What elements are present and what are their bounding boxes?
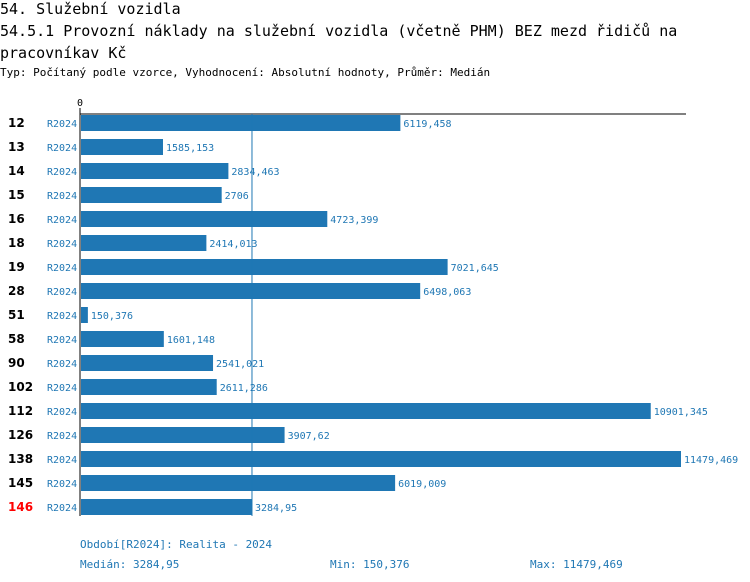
- value-label: 6498,063: [423, 287, 471, 298]
- row-label: 146: [8, 500, 33, 514]
- value-label: 150,376: [91, 311, 133, 322]
- period-label: R2024: [47, 431, 77, 442]
- row-label: 19: [8, 260, 25, 274]
- row-label: 12: [8, 116, 25, 130]
- row-label: 58: [8, 332, 25, 346]
- period-label: R2024: [47, 455, 77, 466]
- row-label: 102: [8, 380, 33, 394]
- value-label: 6019,009: [398, 479, 446, 490]
- period-label: R2024: [47, 143, 77, 154]
- footer-min: Min: 150,376: [330, 558, 410, 571]
- value-label: 2706: [225, 191, 249, 202]
- period-label: R2024: [47, 383, 77, 394]
- period-label: R2024: [47, 335, 77, 346]
- period-label: R2024: [47, 359, 77, 370]
- row-label: 15: [8, 188, 25, 202]
- bar: [81, 475, 396, 491]
- row-label: 16: [8, 212, 25, 226]
- period-label: R2024: [47, 479, 77, 490]
- footer-median: Medián: 3284,95: [80, 558, 180, 571]
- row-label: 14: [8, 164, 25, 178]
- period-label: R2024: [47, 287, 77, 298]
- row-label: 13: [8, 140, 25, 154]
- value-label: 2541,021: [216, 359, 264, 370]
- bar: [81, 163, 229, 179]
- value-label: 2834,463: [231, 167, 279, 178]
- period-label: R2024: [47, 119, 77, 130]
- row-label: 112: [8, 404, 33, 418]
- value-label: 10901,345: [654, 407, 708, 418]
- period-label: R2024: [47, 215, 77, 226]
- bar: [81, 211, 328, 227]
- bar: [81, 259, 448, 275]
- row-label: 18: [8, 236, 25, 250]
- period-label: R2024: [47, 191, 77, 202]
- value-label: 1601,148: [167, 335, 215, 346]
- row-label: 145: [8, 476, 33, 490]
- footer-period: Období[R2024]: Realita - 2024: [80, 538, 273, 551]
- bar: [81, 115, 401, 131]
- bar: [81, 283, 421, 299]
- bar: [81, 403, 651, 419]
- row-label: 28: [8, 284, 25, 298]
- row-label: 90: [8, 356, 25, 370]
- chart-title: 54.5.1 Provozní náklady na služební vozi…: [0, 22, 678, 62]
- bar: [81, 427, 285, 443]
- bar: [81, 307, 88, 323]
- period-label: R2024: [47, 407, 77, 418]
- value-label: 11479,469: [684, 455, 738, 466]
- row-label: 138: [8, 452, 33, 466]
- chart-subtitle: Typ: Počítaný podle vzorce, Vyhodnocení:…: [0, 66, 491, 79]
- row-label: 126: [8, 428, 33, 442]
- period-label: R2024: [47, 239, 77, 250]
- bar: [81, 499, 252, 515]
- axis-zero-label: 0: [77, 98, 83, 109]
- value-label: 3907,62: [288, 431, 330, 442]
- bar: [81, 355, 214, 371]
- period-label: R2024: [47, 503, 77, 514]
- period-label: R2024: [47, 263, 77, 274]
- period-label: R2024: [47, 311, 77, 322]
- bar: [81, 235, 207, 251]
- value-label: 2611,286: [220, 383, 268, 394]
- value-label: 2414,013: [209, 239, 257, 250]
- bar: [81, 379, 217, 395]
- bar: [81, 139, 163, 155]
- bar: [81, 451, 681, 467]
- footer-max: Max: 11479,469: [530, 558, 623, 571]
- value-label: 1585,153: [166, 143, 214, 154]
- row-label: 51: [8, 308, 25, 322]
- section-title: 54. Služební vozidla: [0, 0, 181, 18]
- value-label: 6119,458: [403, 119, 451, 130]
- period-label: R2024: [47, 167, 77, 178]
- value-label: 7021,645: [451, 263, 499, 274]
- value-label: 4723,399: [330, 215, 378, 226]
- bar: [81, 187, 222, 203]
- bar: [81, 331, 164, 347]
- value-label: 3284,95: [255, 503, 297, 514]
